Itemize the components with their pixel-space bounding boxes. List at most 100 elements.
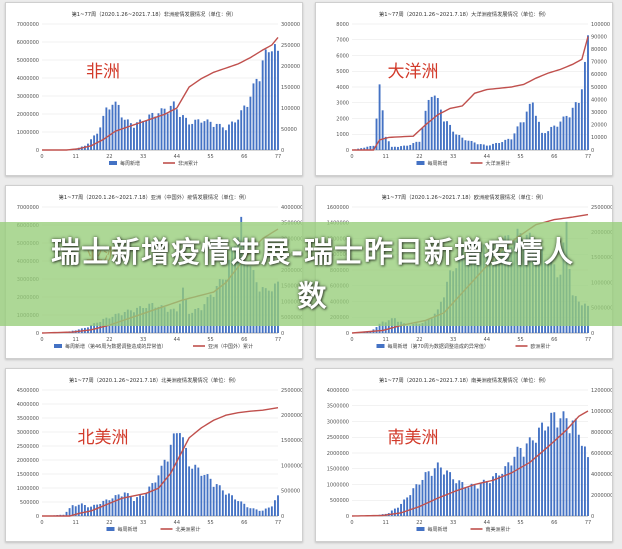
region-overlay-label: 北美洲 (78, 428, 129, 448)
legend-label-weekly: 每周新增 (428, 526, 448, 533)
weekly-new-bar (470, 140, 473, 150)
y-left-tick-label: 0 (36, 148, 39, 154)
y-right-tick-label: 500000 (281, 489, 300, 495)
x-tick-label: 44 (174, 154, 180, 160)
x-tick-label: 33 (450, 154, 456, 160)
weekly-new-bar (430, 96, 433, 150)
x-tick-label: 0 (40, 520, 43, 526)
y-right-tick-label: 300000 (281, 22, 300, 28)
weekly-new-bar (224, 130, 227, 150)
weekly-new-bar (111, 498, 114, 516)
weekly-new-bar (406, 145, 409, 150)
region-overlay-label: 非洲 (86, 62, 120, 82)
chart-panel-africa: 第1~77周（2020.1.26~2021.7.18）非洲疫情发展情况（单位：例… (5, 2, 303, 176)
legend-label-cumulative: 非洲累计 (178, 160, 198, 167)
x-tick-label: 44 (174, 337, 180, 343)
weekly-new-bar (519, 122, 522, 150)
weekly-new-bar (175, 433, 178, 516)
weekly-new-bar (403, 499, 406, 516)
weekly-new-bar (369, 331, 372, 333)
y-left-tick-label: 4000000 (17, 402, 39, 408)
weekly-new-bar (166, 461, 169, 516)
weekly-new-bar (427, 99, 430, 150)
y-right-tick-label: 1000000 (281, 463, 302, 469)
weekly-new-bar (114, 101, 117, 150)
weekly-new-bar (215, 484, 218, 516)
weekly-new-bar (228, 493, 230, 516)
weekly-new-bar (231, 121, 233, 150)
weekly-new-bar (185, 447, 187, 516)
x-tick-label: 77 (275, 154, 281, 160)
legend-swatch-bar (106, 527, 115, 531)
y-left-tick-label: 500000 (20, 500, 39, 506)
y-left-tick-label: 8000 (336, 22, 349, 28)
chart-title: 第1~77周（2020.1.26~2021.7.18）大洋洲疫情发展情况（单位：… (379, 10, 549, 18)
weekly-new-bar (544, 430, 547, 516)
weekly-new-bar (240, 501, 243, 516)
weekly-new-bar (178, 116, 181, 150)
weekly-new-bar (273, 500, 276, 516)
y-left-tick-label: 6000000 (17, 40, 39, 46)
weekly-new-bar (424, 110, 427, 150)
weekly-new-bar (479, 483, 482, 516)
y-right-tick-label: 2500000 (281, 388, 302, 394)
weekly-new-bar (172, 433, 175, 516)
x-tick-label: 11 (383, 337, 389, 343)
y-left-tick-label: 3000000 (17, 94, 39, 100)
weekly-new-bar (436, 462, 439, 516)
weekly-new-bar (433, 95, 436, 150)
weekly-new-bar (163, 108, 166, 150)
weekly-new-bar (197, 119, 200, 150)
weekly-new-bar (587, 35, 589, 150)
weekly-new-bar (249, 508, 252, 516)
weekly-new-bar (556, 126, 559, 150)
weekly-new-bar (415, 484, 418, 516)
x-tick-label: 11 (383, 154, 389, 160)
weekly-new-bar (430, 475, 433, 516)
weekly-new-bar (455, 483, 458, 516)
weekly-new-bar (255, 78, 258, 150)
weekly-new-bar (378, 323, 381, 333)
weekly-new-bar (550, 412, 553, 516)
chart-svg-oceania: 第1~77周（2020.1.26~2021.7.18）大洋洲疫情发展情况（单位：… (336, 10, 610, 167)
weekly-new-bar (393, 146, 396, 150)
y-right-tick-label: 8000000 (591, 430, 612, 436)
weekly-new-bar (568, 433, 571, 516)
x-tick-label: 55 (207, 154, 213, 160)
weekly-new-bar (409, 325, 412, 333)
legend-label-weekly: 每周新增（第46周为数据调整造成的异常值） (65, 343, 166, 350)
weekly-new-bar (534, 115, 537, 150)
weekly-new-bar (403, 323, 406, 333)
weekly-new-bar (243, 503, 246, 516)
weekly-new-bar (209, 121, 212, 150)
y-left-tick-label: 1000000 (17, 486, 39, 492)
weekly-new-bar (583, 61, 586, 150)
weekly-new-bar (565, 418, 568, 516)
weekly-new-bar (261, 510, 264, 516)
x-tick-label: 66 (551, 154, 557, 160)
weekly-new-bar (528, 103, 531, 150)
weekly-new-bar (553, 125, 556, 150)
weekly-new-bar (237, 119, 240, 150)
weekly-new-bar (148, 114, 151, 150)
weekly-new-bar (188, 124, 191, 150)
chart-panel-south-america: 第1~77周（2020.1.26~2021.7.18）南美洲疫情发展情况（单位：… (315, 368, 613, 542)
y-left-tick-label: 2000 (336, 116, 349, 122)
weekly-new-bar (452, 131, 455, 150)
weekly-new-bar (446, 121, 448, 150)
weekly-new-bar (507, 138, 510, 150)
y-right-tick-label: 1500000 (281, 438, 302, 444)
y-right-tick-label: 10000 (591, 135, 607, 141)
legend-label-cumulative: 欧洲累计 (531, 343, 551, 350)
weekly-new-bar (406, 497, 409, 516)
x-tick-label: 0 (350, 337, 353, 343)
y-left-tick-label: 500000 (330, 498, 349, 504)
x-tick-label: 44 (484, 520, 490, 526)
x-tick-label: 66 (551, 520, 557, 526)
weekly-new-bar (571, 420, 574, 516)
weekly-new-bar (547, 426, 550, 516)
weekly-new-bar (415, 323, 418, 333)
weekly-new-bar (403, 145, 406, 150)
weekly-new-bar (148, 486, 151, 516)
weekly-new-bar (203, 121, 206, 150)
